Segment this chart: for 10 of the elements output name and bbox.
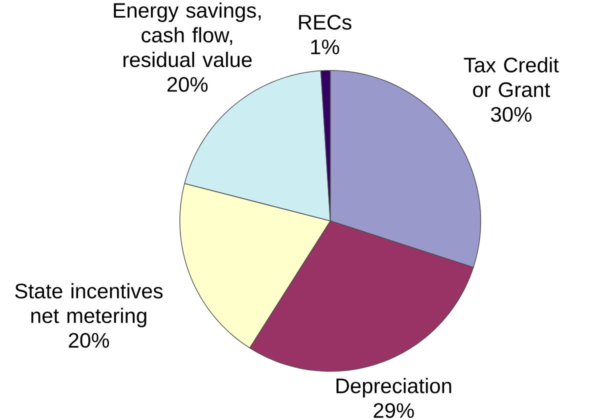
data-label: 29%: [374, 402, 414, 418]
data-label: 20%: [68, 332, 110, 348]
slice-label: State incentives net metering: [15, 282, 163, 328]
data-label: 1%: [311, 39, 340, 54]
data-label: 20%: [167, 76, 208, 92]
slice-label: Tax Credit or Grant: [464, 56, 559, 97]
slice-label: Depreciation: [336, 378, 452, 398]
slice-label: RECs: [299, 14, 352, 30]
slice-label: Energy savings, cash flow, residual value: [114, 2, 261, 67]
data-label: 30%: [491, 106, 532, 122]
